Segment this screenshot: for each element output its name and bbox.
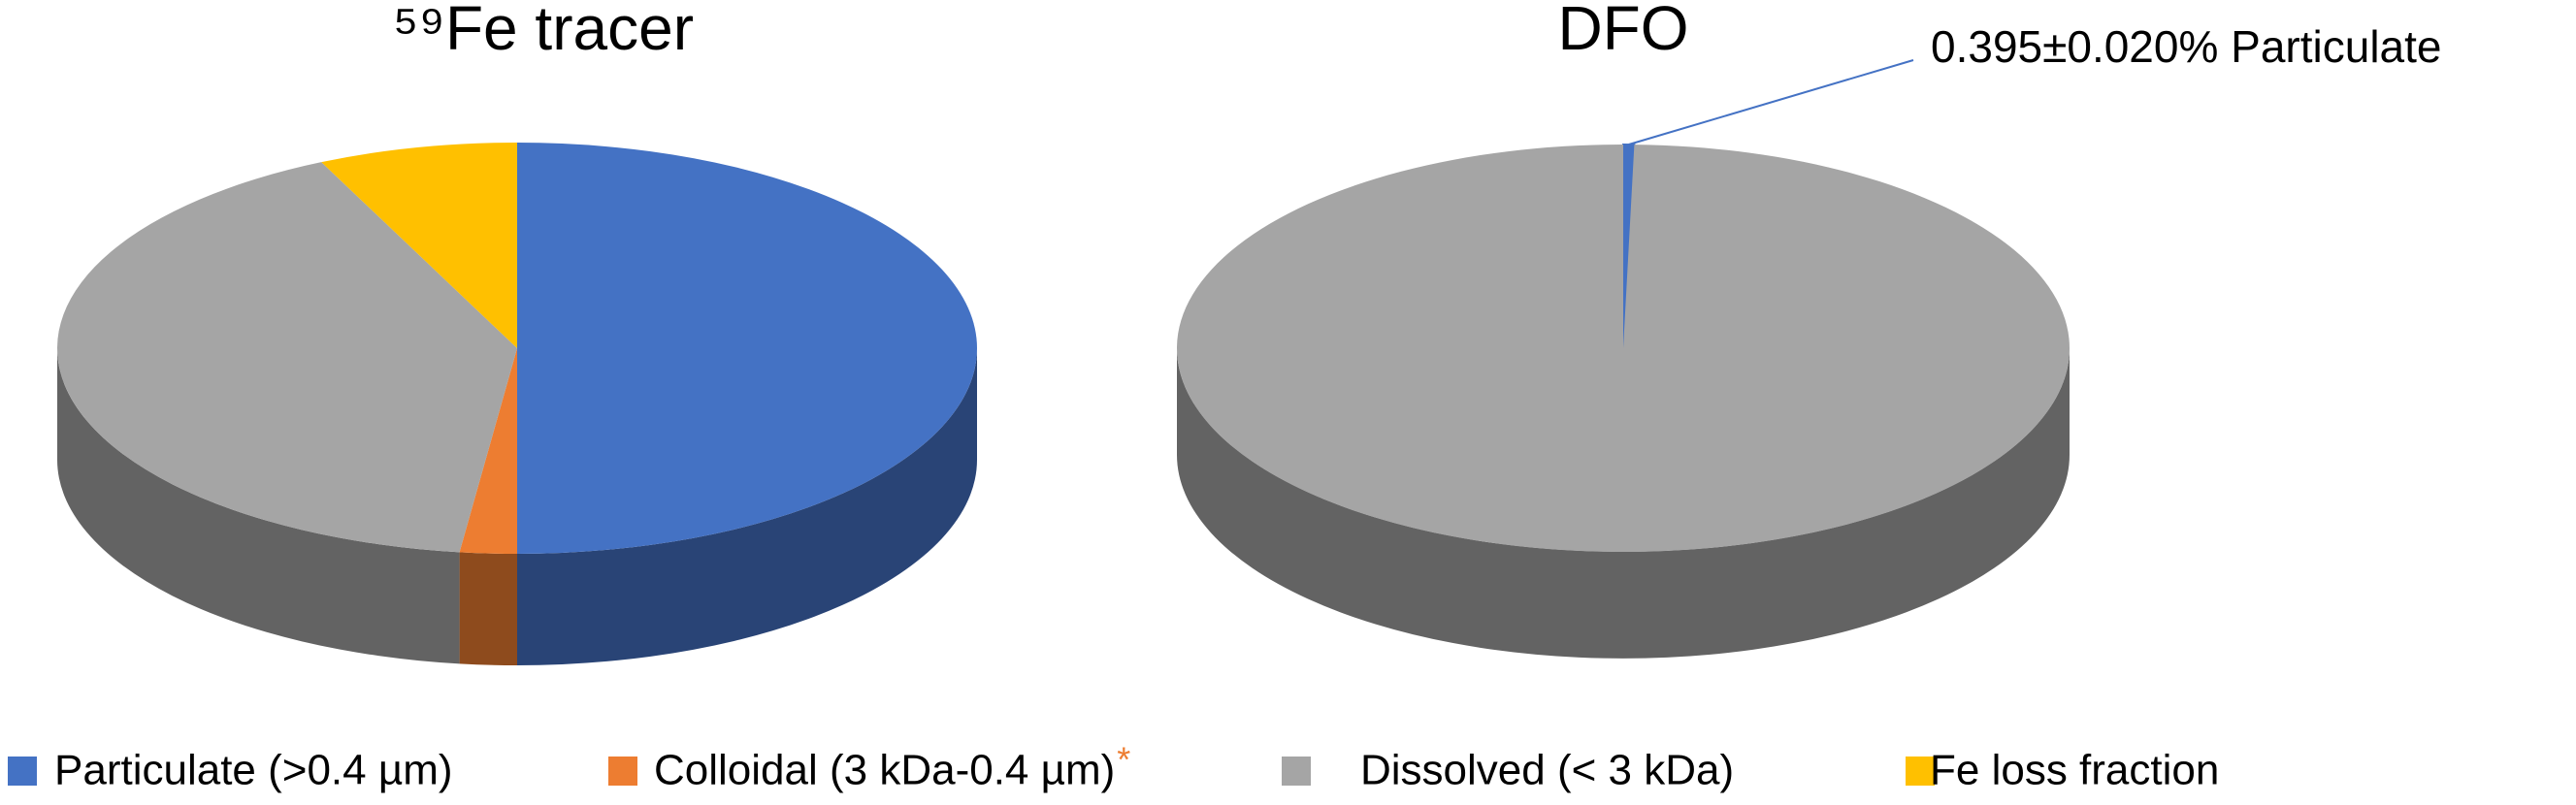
legend-swatch [1282, 757, 1311, 786]
slice [1177, 145, 2071, 552]
legend-note: * [1117, 740, 1130, 780]
chart-title: DFO [1557, 0, 1688, 63]
slice-side [57, 348, 460, 664]
slice-side [1177, 348, 2070, 659]
chart-title: ⁵⁹Fe tracer [393, 0, 694, 63]
slice-side [517, 348, 977, 665]
legend-label: Colloidal (3 kDa-0.4 µm) [654, 747, 1115, 794]
annotation-leader [1628, 59, 1914, 145]
slice [57, 162, 517, 553]
slice [517, 143, 977, 554]
legend-swatch [8, 757, 37, 786]
slice-side [459, 552, 517, 665]
legend-label: Dissolved (< 3 kDa) [1360, 747, 1734, 794]
legend-label: Particulate (>0.4 µm) [54, 747, 453, 794]
slice [321, 143, 517, 348]
annotation: 0.395±0.020% Particulate [1931, 21, 2441, 72]
slice [459, 348, 517, 554]
legend-swatch [1906, 757, 1935, 786]
legend-swatch [608, 757, 637, 786]
legend-label: Fe loss fraction [1930, 747, 2219, 794]
